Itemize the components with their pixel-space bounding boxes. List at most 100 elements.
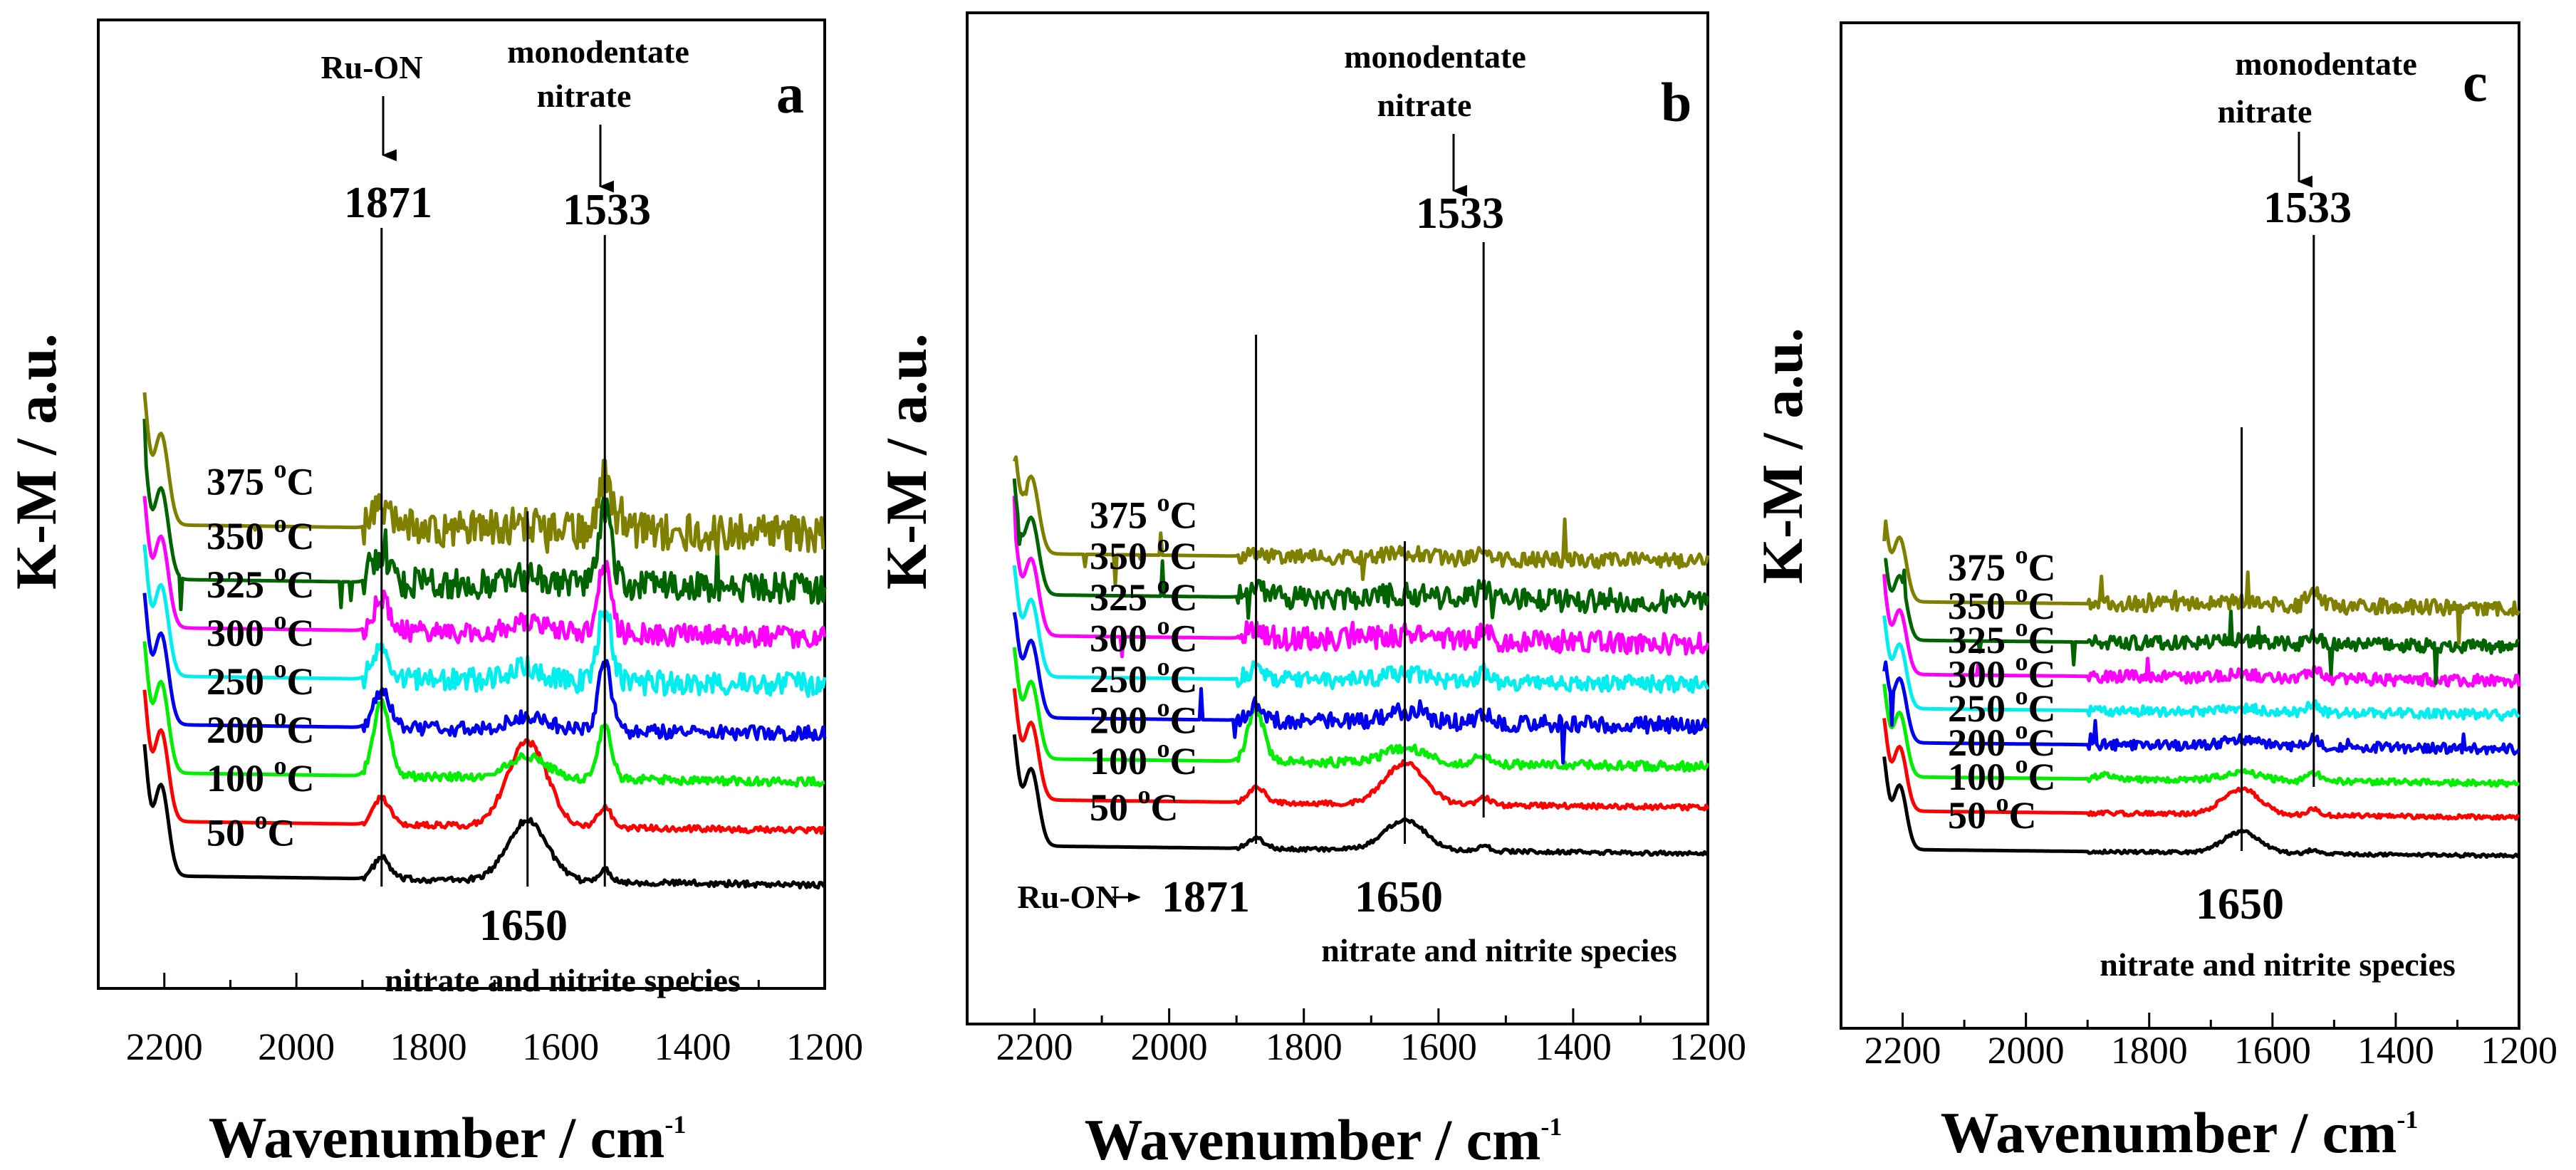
series-325c-line bbox=[1882, 574, 2521, 689]
series-100c-line bbox=[1012, 688, 1710, 812]
series-200c-line bbox=[1882, 684, 2520, 788]
panel-letter: c bbox=[2463, 51, 2488, 113]
temp-label-200: 200 oC bbox=[1948, 716, 2056, 764]
monodentate-label: monodentate bbox=[2235, 46, 2417, 82]
x-tick-label: 1200 bbox=[1669, 1025, 1746, 1068]
x-axis-title: Wavenumber / cm-1 bbox=[1085, 1107, 1563, 1170]
panel-letter: a bbox=[776, 63, 804, 125]
temp-label-300: 300 oC bbox=[207, 606, 315, 654]
x-tick-label: 1400 bbox=[655, 1025, 731, 1068]
nitrate-label: nitrate bbox=[1377, 87, 1472, 123]
series-50c-line bbox=[1012, 734, 1709, 857]
x-tick-label: 1800 bbox=[390, 1025, 467, 1068]
temp-label-350: 350 oC bbox=[207, 509, 315, 558]
x-axis-title: Wavenumber / cm-1 bbox=[1941, 1100, 2419, 1165]
peak-1871-label: 1871 bbox=[1162, 873, 1250, 921]
ru-on-label: Ru-ON bbox=[320, 49, 422, 85]
x-tick-label: 2200 bbox=[996, 1025, 1073, 1068]
peak-1871-label: 1871 bbox=[344, 179, 432, 227]
series-325c-line bbox=[142, 496, 827, 649]
temp-label-100: 100 oC bbox=[1090, 734, 1198, 783]
monodentate-label: monodentate bbox=[1344, 38, 1526, 75]
x-tick-label: 2000 bbox=[1988, 1029, 2065, 1072]
x-tick-label: 2200 bbox=[126, 1025, 203, 1068]
plot-frame bbox=[966, 11, 1709, 1025]
series-50c-line bbox=[142, 743, 826, 890]
series-375c-line bbox=[142, 392, 825, 556]
temp-label-300: 300 oC bbox=[1948, 647, 2056, 696]
series-300c-line bbox=[1012, 565, 1710, 694]
x-tick-label: 1600 bbox=[522, 1025, 599, 1068]
species-label: nitrate and nitrite species bbox=[2100, 946, 2456, 983]
temp-label-200: 200 oC bbox=[207, 703, 315, 751]
peak-1650-label: 1650 bbox=[2196, 880, 2284, 929]
peak-1650-label: 1650 bbox=[1355, 873, 1443, 921]
series-200c-line bbox=[142, 641, 825, 788]
temp-label-350: 350 oC bbox=[1948, 579, 2056, 627]
x-tick-label: 1800 bbox=[2111, 1029, 2188, 1072]
temp-label-250: 250 oC bbox=[1948, 681, 2056, 730]
series-350c-line bbox=[142, 419, 827, 612]
temp-label-350: 350 oC bbox=[1090, 529, 1198, 578]
nitrate-label: nitrate bbox=[537, 78, 632, 114]
x-tick-label: 1600 bbox=[2234, 1029, 2311, 1072]
x-tick-label: 1600 bbox=[1400, 1025, 1477, 1068]
peak-1533-label: 1533 bbox=[1416, 189, 1504, 238]
series-350c-line bbox=[1012, 478, 1710, 620]
series-300c-line bbox=[142, 544, 827, 698]
temp-label-100: 100 oC bbox=[207, 751, 315, 800]
temp-label-375: 375 oC bbox=[207, 455, 315, 503]
temp-label-200: 200 oC bbox=[1090, 694, 1198, 742]
temp-label-375: 375 oC bbox=[1948, 540, 2056, 589]
series-50c-line bbox=[1882, 756, 2520, 860]
x-axis-title: Wavenumber / cm-1 bbox=[209, 1105, 687, 1170]
temp-label-50: 50 oC bbox=[1948, 788, 2037, 837]
panel-a: 2200 2000 1800 1600 1400 1200 50 oC 100 oC200 … bbox=[4, 19, 863, 1170]
x-tick-label: 2000 bbox=[1131, 1025, 1208, 1068]
series-100c-line bbox=[142, 689, 826, 835]
series-100c-line bbox=[1882, 718, 2520, 821]
series-250c-line bbox=[142, 592, 827, 742]
series-350c-line bbox=[1884, 558, 2520, 685]
series-300c-line bbox=[1882, 615, 2520, 722]
peak-1650-label: 1650 bbox=[479, 902, 568, 950]
x-tick-label: 2200 bbox=[1865, 1029, 1941, 1072]
temp-label-375: 375 oC bbox=[1090, 489, 1198, 537]
series-325c-line bbox=[1012, 496, 1710, 659]
nitrate-label: nitrate bbox=[2218, 93, 2312, 130]
x-tick-label: 1400 bbox=[2357, 1029, 2434, 1072]
temp-label-300: 300 oC bbox=[1090, 611, 1198, 659]
temp-label-50: 50 oC bbox=[207, 806, 296, 855]
y-axis-title: K-M / a.u. bbox=[1750, 328, 1815, 584]
temp-label-100: 100 oC bbox=[1948, 750, 2056, 798]
plot-frame bbox=[97, 19, 826, 990]
peak-1533-label: 1533 bbox=[563, 186, 651, 234]
ru-on-label: Ru-ON bbox=[1017, 879, 1119, 915]
panel-letter: b bbox=[1661, 71, 1691, 133]
series-375c-line bbox=[1012, 455, 1710, 587]
series-375c-line bbox=[1882, 519, 2521, 645]
temp-label-250: 250 oC bbox=[207, 654, 315, 703]
peak-1533-label: 1533 bbox=[2263, 184, 2352, 232]
series-200c-line bbox=[1012, 647, 1710, 773]
temp-label-250: 250 oC bbox=[1090, 652, 1198, 701]
temp-label-325: 325 oC bbox=[1090, 570, 1198, 619]
x-tick-label: 2000 bbox=[258, 1025, 335, 1068]
series-250c-line bbox=[1882, 660, 2521, 756]
series-250c-line bbox=[1012, 612, 1710, 765]
x-tick-label: 1400 bbox=[1535, 1025, 1612, 1068]
plot-frame bbox=[1840, 21, 2520, 1030]
x-tick-label: 1200 bbox=[786, 1025, 863, 1068]
monodentate-label: monodentate bbox=[507, 33, 689, 70]
temp-label-325: 325 oC bbox=[1948, 613, 2056, 662]
y-axis-title: K-M / a.u. bbox=[874, 333, 939, 590]
species-label: nitrate and nitrite species bbox=[385, 962, 741, 998]
y-axis-title: K-M / a.u. bbox=[4, 333, 68, 590]
temp-label-325: 325 oC bbox=[207, 558, 315, 606]
x-tick-label: 1800 bbox=[1266, 1025, 1342, 1068]
temp-label-50: 50 oC bbox=[1090, 780, 1179, 829]
species-label: nitrate and nitrite species bbox=[1321, 932, 1677, 968]
